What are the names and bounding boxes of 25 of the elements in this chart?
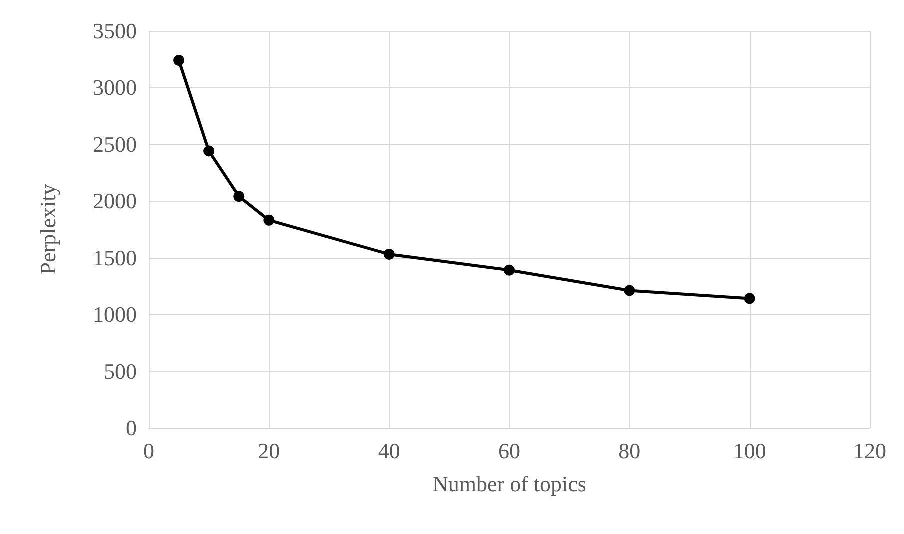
x-tick-label: 100 bbox=[733, 438, 766, 464]
x-tick-label: 60 bbox=[498, 438, 520, 464]
point bbox=[384, 248, 395, 260]
y-tick-label: 1000 bbox=[93, 302, 137, 328]
point bbox=[744, 293, 756, 304]
y-axis-title: Perplexity bbox=[36, 184, 60, 275]
x-tick-label: 120 bbox=[854, 438, 886, 464]
y-tick-label: 3000 bbox=[93, 75, 137, 100]
x-tick-label: 80 bbox=[618, 438, 641, 464]
y-tick-label: 2500 bbox=[93, 132, 137, 157]
point bbox=[204, 146, 215, 157]
point bbox=[234, 191, 245, 202]
x-tick-label: 0 bbox=[144, 438, 154, 464]
y-tick-label: 500 bbox=[104, 358, 137, 384]
point bbox=[174, 54, 185, 66]
point bbox=[504, 264, 515, 276]
y-tick-label: 3500 bbox=[93, 18, 137, 44]
y-tick-label: 2000 bbox=[93, 188, 137, 214]
y-tick-label: 0 bbox=[126, 416, 137, 440]
x-tick-label: 40 bbox=[378, 438, 400, 464]
y-tick-label: 1500 bbox=[93, 245, 137, 270]
x-axis-title: Number of topics bbox=[432, 472, 586, 496]
x-tick-label: 20 bbox=[258, 438, 280, 464]
point bbox=[264, 214, 275, 226]
point bbox=[624, 285, 636, 296]
